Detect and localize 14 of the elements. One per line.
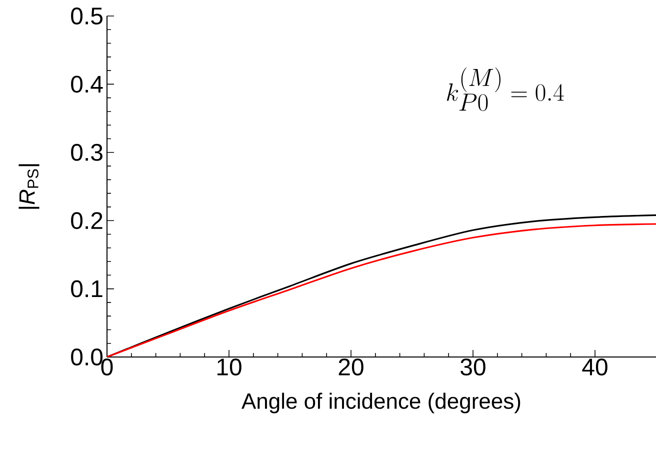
x-tick-label: 0 bbox=[101, 358, 113, 376]
x-axis-title: Angle of incidence (degrees) bbox=[242, 392, 520, 414]
y-tick-label: 0.2 bbox=[71, 212, 102, 230]
y-tick-label: 0.1 bbox=[71, 280, 102, 298]
y-tick-label: 0.5 bbox=[71, 7, 102, 24]
y-axis-title: |R$_{PS}$| bbox=[18, 164, 40, 209]
y-tick-label: 0.3 bbox=[71, 144, 102, 161]
annotation: $k_{P0}^{(M)} = 0.4$ bbox=[447, 67, 564, 112]
x-tick-label: 10 bbox=[217, 358, 242, 376]
x-tick-label: 40 bbox=[582, 358, 608, 376]
x-tick-label: 20 bbox=[338, 358, 364, 376]
y-tick-label: 0.4 bbox=[71, 76, 103, 93]
y-tick-label: 0.0 bbox=[71, 348, 103, 366]
x-tick-label: 30 bbox=[460, 358, 486, 376]
